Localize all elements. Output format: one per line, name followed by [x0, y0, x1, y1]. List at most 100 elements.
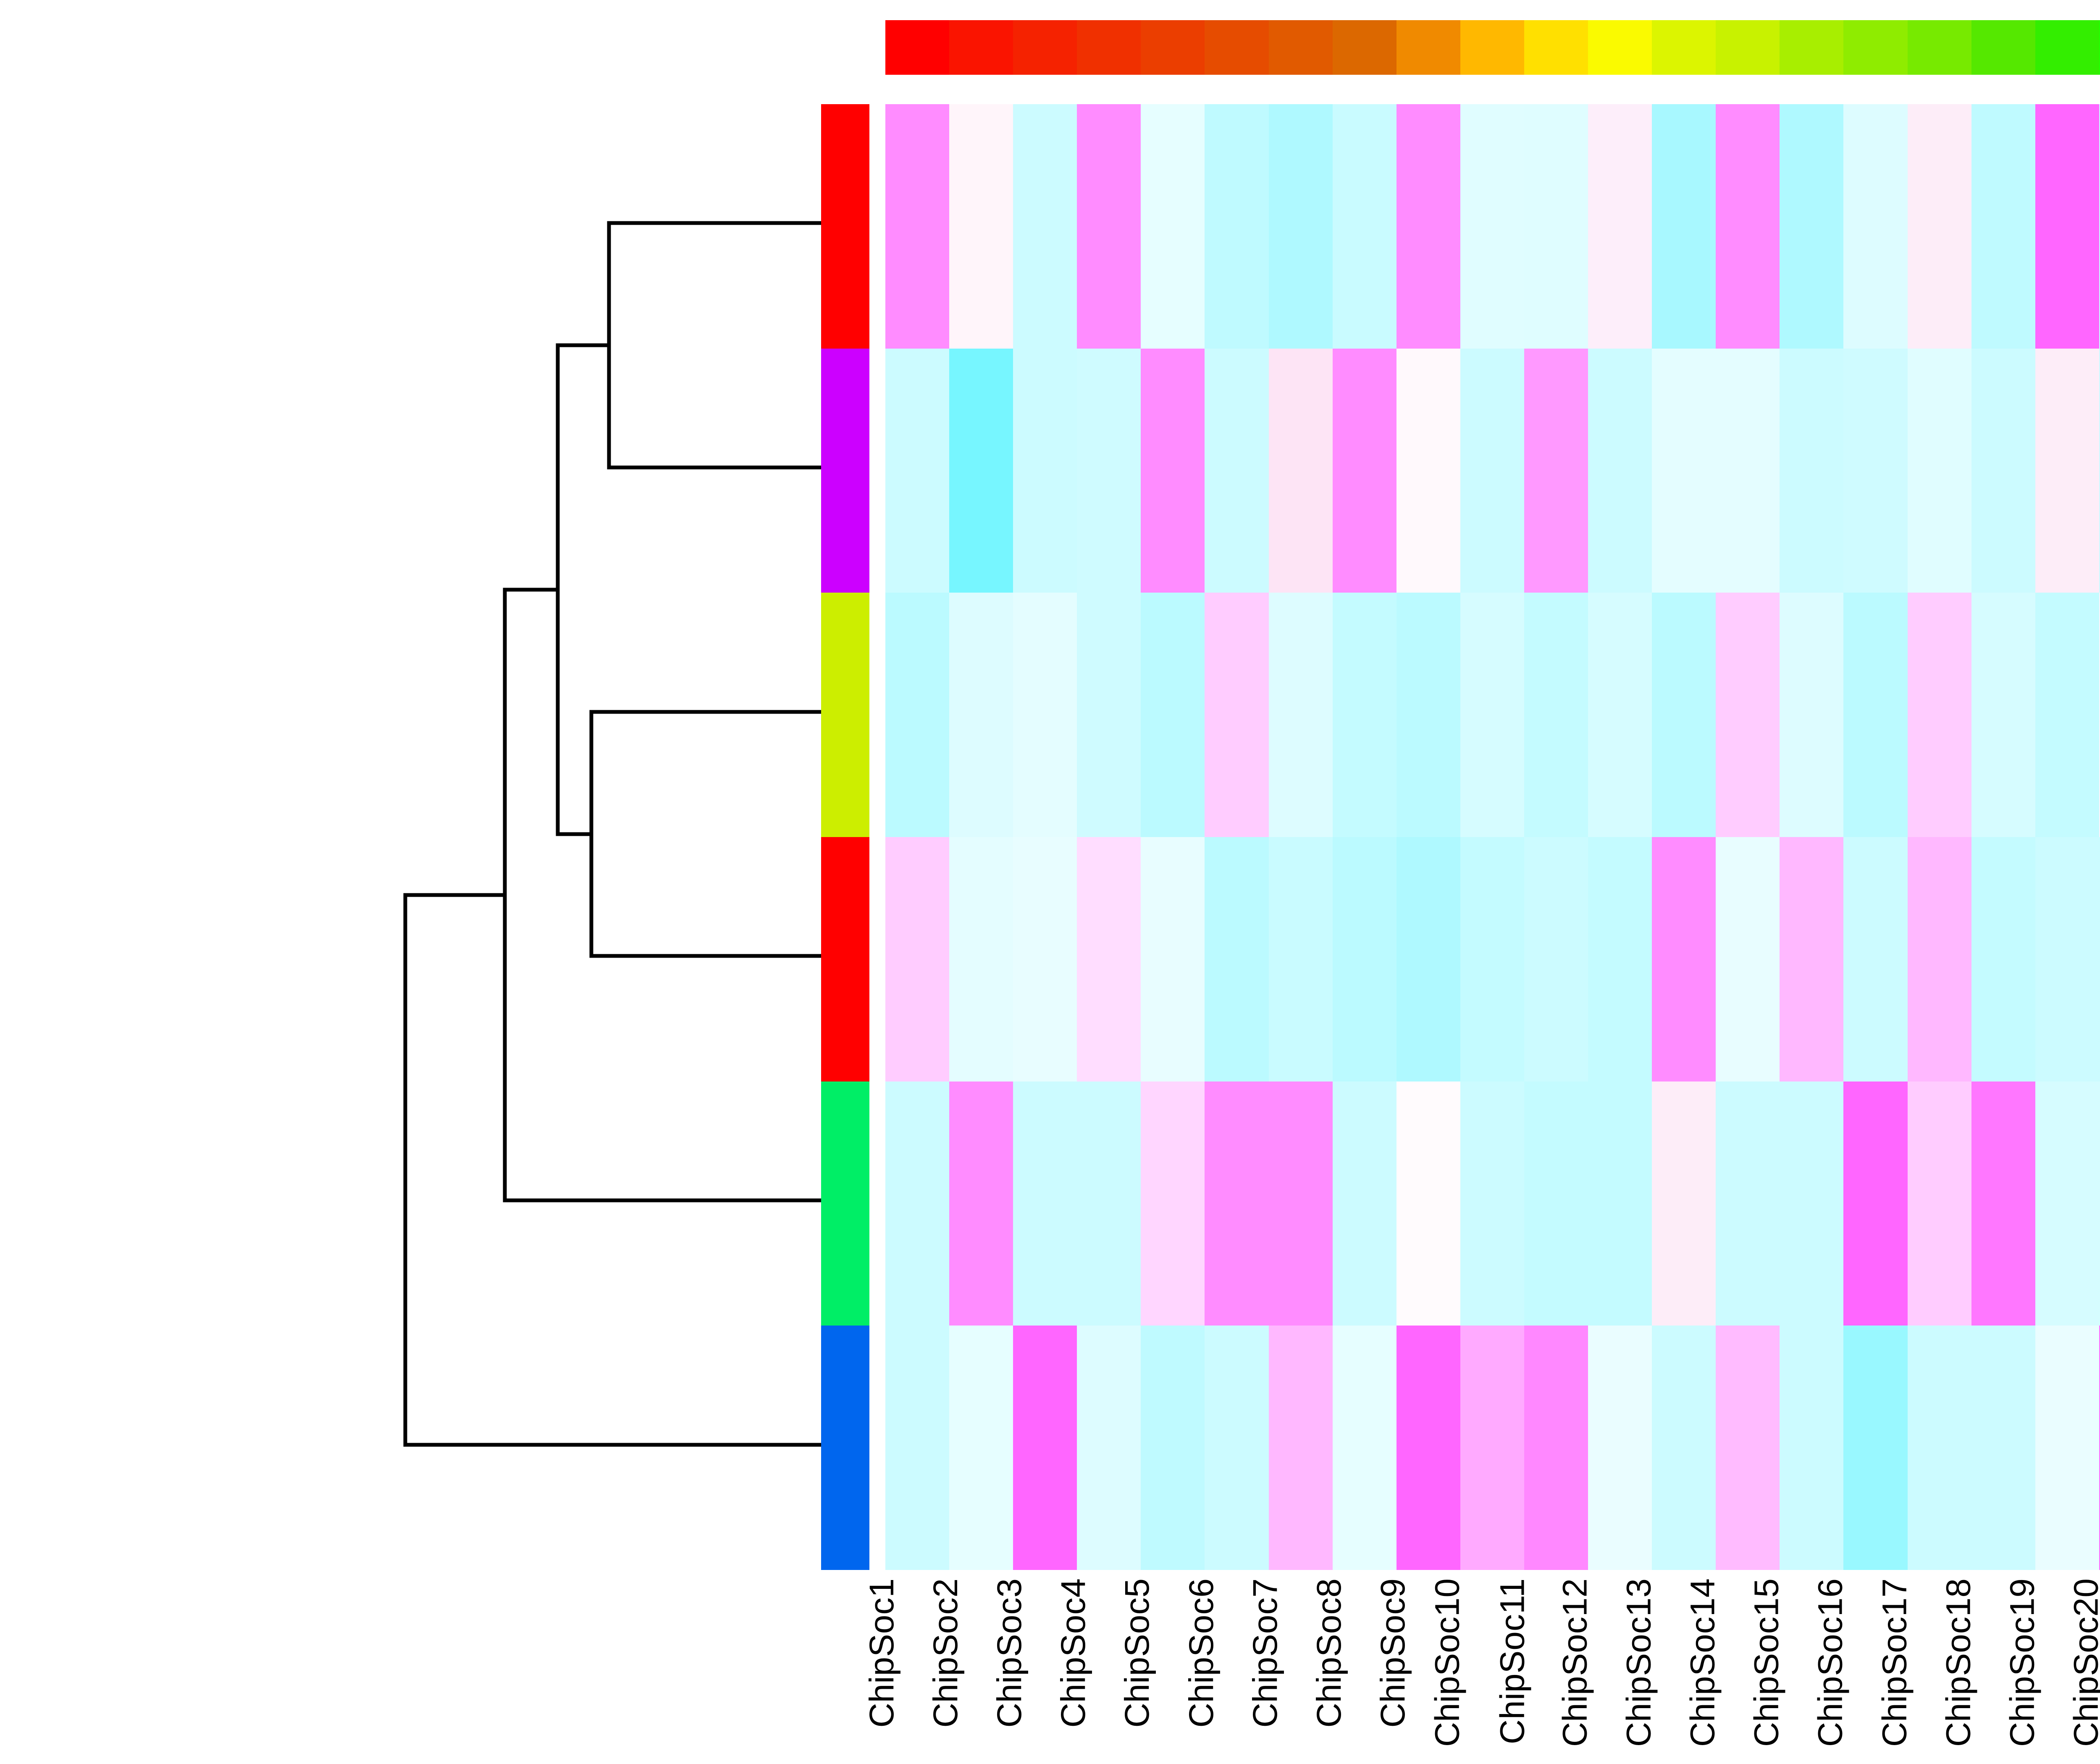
- column-colorbar-block: [885, 20, 950, 75]
- heatmap-cell: [1780, 1326, 1844, 1570]
- heatmap-cell: [1971, 837, 2035, 1082]
- heatmap-row: [885, 1326, 2100, 1570]
- heatmap-cell: [1907, 593, 1971, 837]
- heatmap-cell: [1141, 1326, 1205, 1570]
- column-label: ChipSoc12: [1556, 1578, 1594, 1747]
- column-colorbar-block: [1332, 20, 1396, 75]
- heatmap-cell: [1205, 1326, 1269, 1570]
- heatmap-cell: [1524, 348, 1588, 593]
- heatmap-cell: [885, 837, 950, 1082]
- heatmap-cell: [2035, 348, 2099, 593]
- heatmap-cell: [1524, 837, 1588, 1082]
- heatmap-cell: [1716, 593, 1780, 837]
- heatmap-grid: [885, 104, 2100, 1570]
- heatmap-cell: [1205, 1081, 1269, 1326]
- heatmap-cell: [1268, 593, 1333, 837]
- heatmap-cell: [1971, 348, 2035, 593]
- heatmap-cell: [1205, 348, 1269, 593]
- heatmap-cell: [885, 104, 950, 349]
- heatmap-cell: [1268, 1081, 1333, 1326]
- heatmap-cell: [1907, 1081, 1971, 1326]
- heatmap-cell: [1013, 1081, 1077, 1326]
- heatmap-cell: [1460, 104, 1524, 349]
- heatmap-cell: [1460, 837, 1524, 1082]
- column-label: ChipSoc19: [2003, 1578, 2042, 1747]
- column-colorbar-block: [1652, 20, 1716, 75]
- heatmap-cell: [1780, 1081, 1844, 1326]
- row-colorbar-block: [821, 593, 869, 837]
- row-colorbar-block: [821, 837, 869, 1082]
- heatmap-cell: [1843, 837, 1908, 1082]
- column-annotation-colorbar: [885, 20, 2100, 75]
- heatmap-cell: [1205, 593, 1269, 837]
- heatmap-cell: [1588, 348, 1652, 593]
- column-label: ChipSoc9: [1374, 1578, 1412, 1728]
- heatmap-cell: [885, 1081, 950, 1326]
- column-colorbar-block: [1396, 20, 1460, 75]
- heatmap-cell: [1907, 1326, 1971, 1570]
- column-colorbar-block: [1716, 20, 1780, 75]
- heatmap-cell: [885, 593, 950, 837]
- heatmap-cell: [1716, 104, 1780, 349]
- column-label: ChipSoc11: [1493, 1578, 1532, 1745]
- column-label: ChipSoc20: [2067, 1578, 2100, 1747]
- row-annotation-colorbar: [821, 104, 869, 1570]
- heatmap-cell: [1141, 348, 1205, 593]
- dendro-node-cluster-merge: [556, 343, 609, 836]
- column-colorbar-block: [2099, 20, 2100, 75]
- heatmap-cell: [1141, 837, 1205, 1082]
- dendro-node-root: [403, 893, 865, 1447]
- column-colorbar-block: [949, 20, 1013, 75]
- heatmap-cell: [1396, 1081, 1460, 1326]
- heatmap-cell: [1971, 1081, 2035, 1326]
- heatmap-cell: [949, 593, 1013, 837]
- heatmap-cell: [2035, 1081, 2099, 1326]
- column-colorbar-block: [1205, 20, 1269, 75]
- column-label: ChipSoc2: [927, 1578, 965, 1728]
- column-label: ChipSoc16: [1811, 1578, 1850, 1747]
- heatmap-cell: [1077, 837, 1141, 1082]
- heatmap-cell: [885, 1326, 950, 1570]
- column-label: ChipSoc17: [1875, 1578, 1914, 1747]
- heatmap-cell: [1780, 348, 1844, 593]
- column-label: ChipSoc10: [1428, 1578, 1467, 1747]
- heatmap-cell: [1460, 1081, 1524, 1326]
- heatmap-cell: [2099, 1326, 2100, 1570]
- column-colorbar-block: [1141, 20, 1205, 75]
- heatmap-cell: [1332, 593, 1396, 837]
- heatmap-cell: [1013, 1326, 1077, 1570]
- heatmap-cell: [2099, 1081, 2100, 1326]
- heatmap-cell: [1077, 1326, 1141, 1570]
- column-label: ChipSoc4: [1054, 1578, 1093, 1728]
- column-colorbar-block: [1588, 20, 1652, 75]
- column-label: ChipSoc18: [1939, 1578, 1978, 1747]
- heatmap-cell: [1780, 837, 1844, 1082]
- heatmap-cell: [1141, 593, 1205, 837]
- heatmap-cell: [1907, 837, 1971, 1082]
- heatmap-cell: [1077, 104, 1141, 349]
- heatmap-cell: [1971, 1326, 2035, 1570]
- heatmap-cell: [1843, 1326, 1908, 1570]
- heatmap-cell: [1843, 104, 1908, 349]
- heatmap-cell: [1524, 1326, 1588, 1570]
- heatmap-cell: [1268, 1326, 1333, 1570]
- heatmap-cell: [1013, 348, 1077, 593]
- row-colorbar-block: [821, 1326, 869, 1570]
- column-label: ChipSoc6: [1182, 1578, 1221, 1728]
- heatmap-cell: [1907, 348, 1971, 593]
- heatmap-cell: [1268, 837, 1333, 1082]
- heatmap-cell: [1843, 1081, 1908, 1326]
- heatmap-cell: [1907, 104, 1971, 349]
- column-colorbar-block: [1843, 20, 1908, 75]
- column-label: ChipSoc8: [1310, 1578, 1348, 1728]
- heatmap-cell: [1524, 104, 1588, 349]
- heatmap-cell: [1652, 104, 1716, 349]
- heatmap-cell: [1141, 1081, 1205, 1326]
- heatmap-cell: [949, 104, 1013, 349]
- heatmap-row: [885, 1081, 2100, 1326]
- heatmap-cell: [1332, 104, 1396, 349]
- heatmap-cell: [1588, 104, 1652, 349]
- heatmap-cell: [1652, 593, 1716, 837]
- heatmap-cell: [1588, 837, 1652, 1082]
